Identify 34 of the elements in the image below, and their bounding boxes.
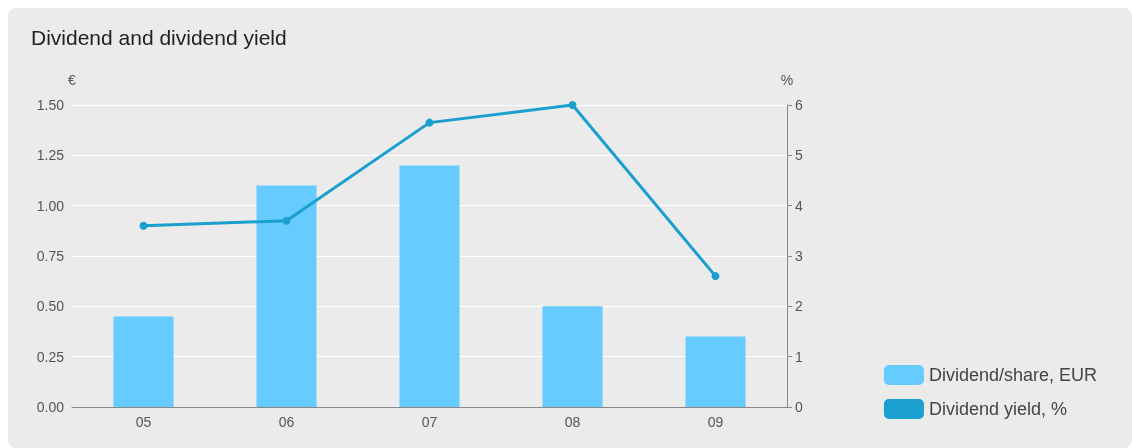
- y-axis-title: €: [68, 72, 77, 88]
- y-tick-label: 0.00: [36, 399, 65, 415]
- point: [139, 221, 148, 230]
- x-tick-label: 08: [564, 414, 581, 430]
- y-tick-label: 1.00: [36, 197, 65, 214]
- y-tick-label: 0.75: [36, 248, 65, 264]
- y2-tick-label: 0: [795, 399, 803, 415]
- x-tick-label: 09: [707, 414, 724, 430]
- y-tick-label: 1.25: [36, 147, 65, 164]
- x-tick-label: 05: [135, 414, 152, 430]
- y2-tick-label: 1: [795, 348, 803, 365]
- y2-tick-label: 2: [795, 298, 803, 315]
- y2-axis-title: %: [780, 72, 794, 88]
- point: [568, 101, 577, 109]
- bar: [399, 165, 460, 407]
- point: [425, 118, 434, 127]
- bar: [542, 306, 603, 407]
- point: [711, 272, 720, 281]
- y-tick-label: 0.50: [36, 298, 65, 315]
- x-tick-label: 07: [421, 414, 438, 430]
- y2-tick-label: 4: [795, 197, 803, 214]
- y2-tick-label: 5: [795, 147, 803, 164]
- legend-label: Dividend yield, %: [928, 399, 1067, 419]
- x-tick-label: 06: [278, 414, 295, 430]
- point: [282, 216, 291, 225]
- y2-tick-label: 3: [795, 248, 803, 264]
- bar: [685, 336, 746, 407]
- y-tick-label: 0.25: [36, 348, 65, 365]
- y-tick-label: 1.50: [36, 97, 65, 113]
- bar: [113, 316, 174, 407]
- chart-title: Dividend and dividend yield: [31, 26, 287, 49]
- bar: [256, 185, 317, 407]
- legend-label: Dividend/share, EUR: [928, 365, 1097, 385]
- y2-tick-label: 6: [795, 97, 803, 113]
